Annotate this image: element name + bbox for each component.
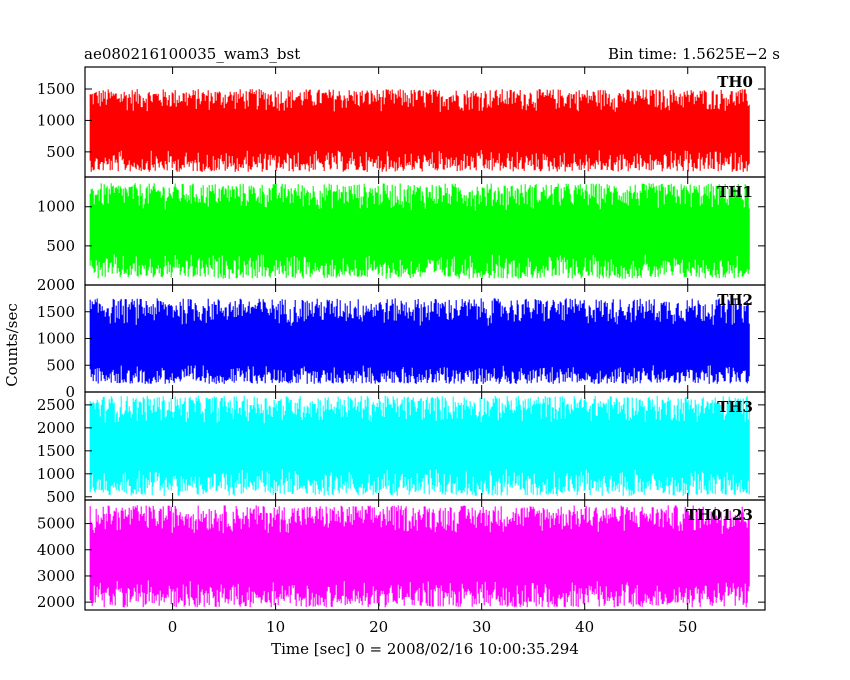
y-tick-label: 2500: [37, 396, 75, 414]
panel-th2: 0 500 1000 1500 2000 TH2: [37, 276, 766, 401]
series-core-th0123: [90, 534, 750, 581]
x-tick-label: 50: [678, 618, 697, 636]
y-tick-label: 500: [46, 488, 75, 506]
x-tick-label: 30: [472, 618, 491, 636]
panel-th0123: 2000 3000 4000 5000 TH0123: [37, 499, 766, 611]
y-tick-label: 2000: [37, 593, 75, 611]
y-tick-label: 1000: [37, 198, 75, 216]
panel-label: TH1: [717, 183, 753, 201]
panel-label: TH0: [717, 73, 753, 91]
panels-group: 500 1000 1500 TH0 0 500 1000 TH1 0 500 1000 1500 200…: [37, 66, 766, 611]
x-tick-label: 40: [575, 618, 594, 636]
panel-th0: 500 1000 1500 TH0: [37, 66, 766, 178]
x-tick-labels: 0 10 20 30 40 50: [168, 618, 697, 636]
series-core-th0: [90, 112, 750, 150]
y-tick-label: 0: [65, 383, 75, 401]
panel-th1: 0 500 1000 TH1: [37, 176, 766, 294]
panel-frame: [84, 499, 766, 611]
y-tick-label: 3000: [37, 567, 75, 585]
panel-label: TH0123: [686, 506, 753, 524]
y-tick-label: 1500: [37, 442, 75, 460]
series-core-th3: [90, 423, 750, 469]
y-tick-label: 4000: [37, 541, 75, 559]
x-tick-label: 10: [266, 618, 285, 636]
series-core-th2: [90, 326, 750, 365]
y-tick-label: 1000: [37, 111, 75, 129]
y-tick-label: 2000: [37, 276, 75, 294]
y-tick-label: 0: [65, 276, 75, 294]
panel-label: TH3: [717, 398, 753, 416]
y-tick-label: 500: [46, 237, 75, 255]
x-tick-label: 20: [369, 618, 388, 636]
y-tick-label: 1500: [37, 80, 75, 98]
y-tick-label: 1000: [37, 465, 75, 483]
series-core-th1: [90, 210, 750, 254]
chart-title-left: ae080216100035_wam3_bst: [84, 45, 300, 63]
x-axis-label: Time [sec] 0 = 2008/02/16 10:00:35.294: [271, 640, 579, 658]
panel-th3: 500 1000 1500 2000 2500 TH3: [37, 391, 766, 506]
y-tick-label: 500: [46, 356, 75, 374]
y-tick-label: 2000: [37, 419, 75, 437]
y-tick-label: 1500: [37, 303, 75, 321]
panel-label: TH2: [717, 291, 753, 309]
chart-title-right: Bin time: 1.5625E−2 s: [608, 45, 780, 63]
y-axis-label: Counts/sec: [3, 303, 21, 387]
y-tick-label: 5000: [37, 515, 75, 533]
y-tick-label: 1000: [37, 330, 75, 348]
y-tick-label: 500: [46, 143, 75, 161]
x-tick-label: 0: [168, 618, 178, 636]
